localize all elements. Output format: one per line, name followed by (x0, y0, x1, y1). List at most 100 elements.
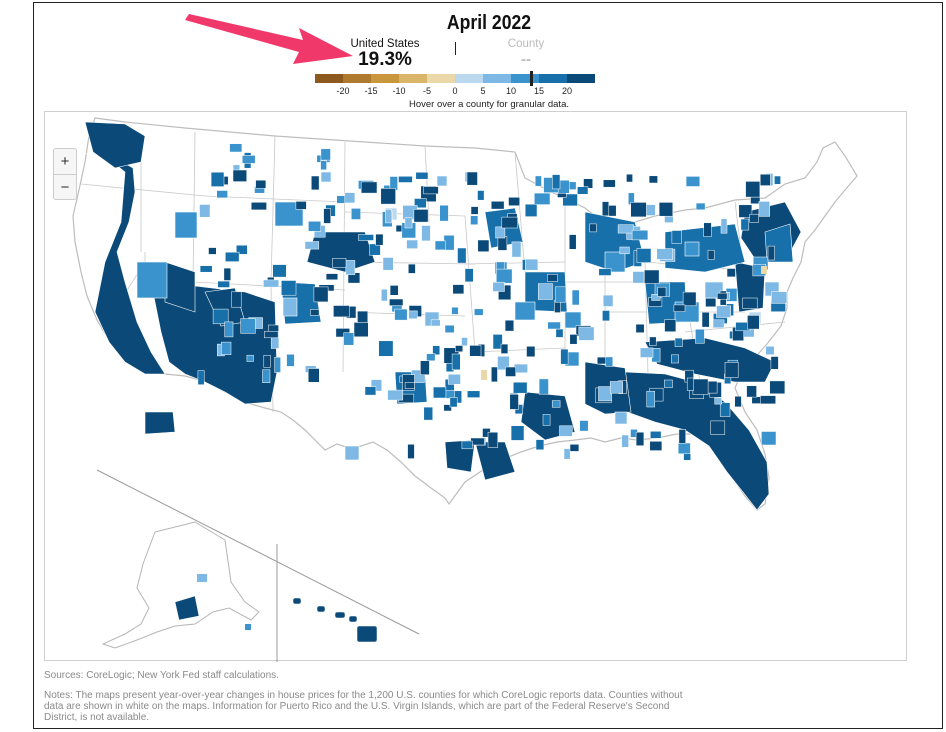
county-cell (720, 218, 728, 234)
county-cell (719, 402, 731, 417)
county-cell (351, 208, 361, 220)
county-cell (360, 181, 378, 194)
county-cell (421, 225, 431, 242)
county-cell (513, 363, 528, 374)
county-cell (742, 297, 758, 309)
county-cell (692, 378, 709, 395)
county-cell (381, 288, 388, 302)
county-cell (524, 203, 538, 217)
county-cell (535, 439, 545, 451)
county-cell (394, 308, 408, 321)
county-cell (716, 292, 728, 300)
county-cell (547, 321, 561, 330)
county-cell (415, 172, 429, 180)
county-cell (636, 248, 652, 263)
county-cell (357, 310, 369, 323)
county-cell (635, 431, 645, 446)
county-cell (703, 222, 712, 237)
county-cell (635, 323, 645, 333)
county-cluster-dark (150, 281, 278, 405)
county-cell (255, 179, 267, 189)
zoom-in-button[interactable]: + (60, 153, 70, 170)
county-cell (210, 171, 225, 187)
county-cell (771, 291, 788, 304)
county-cell (534, 175, 542, 187)
county-cell (740, 218, 750, 231)
county-cell (232, 169, 247, 182)
county-cell (767, 245, 775, 261)
county-cell (710, 420, 726, 435)
county-cell (505, 366, 516, 377)
county-cell (380, 188, 396, 205)
county-cell (513, 381, 528, 394)
county-cell (671, 230, 682, 244)
county-cell (714, 397, 722, 405)
county-cell (308, 221, 322, 232)
national-value: 19.3% (358, 49, 412, 70)
county-cell (563, 448, 571, 460)
county-cell (263, 355, 271, 368)
alaska-outline (101, 521, 260, 649)
inset-divider (96, 469, 420, 635)
county-cell (589, 223, 597, 233)
county-map[interactable] (45, 112, 908, 662)
county-cell (695, 202, 706, 211)
county-cell (568, 234, 577, 250)
county-cell (497, 356, 510, 371)
county-cell (712, 319, 725, 329)
county-cell (353, 322, 369, 338)
zoom-out-button[interactable]: − (54, 174, 76, 200)
county-cell (343, 332, 355, 346)
county-cell (602, 294, 614, 307)
county-cell (554, 286, 567, 303)
county-cell (657, 286, 667, 297)
county-cell (598, 386, 612, 402)
county-cell (569, 444, 580, 452)
county-cell (246, 354, 254, 362)
county-cell (304, 241, 320, 250)
county-cell (555, 328, 564, 338)
zoom-control: + − (53, 148, 77, 200)
county-cell (686, 377, 694, 391)
county-cell (571, 289, 580, 306)
map-area[interactable] (44, 111, 908, 662)
county-cluster-dark (74, 151, 166, 375)
county-cell (320, 148, 331, 161)
legend-tick-label: 20 (561, 86, 573, 96)
hawaii-island (316, 605, 326, 613)
county-cell (630, 202, 647, 218)
county-cell (369, 243, 381, 256)
county-cell (542, 414, 551, 426)
county-cluster-medium (684, 241, 700, 257)
county-cell (490, 201, 505, 210)
county-cell (407, 444, 415, 459)
county-cell (474, 308, 484, 316)
county-cell (609, 381, 623, 394)
national-label: United States (350, 38, 420, 50)
county-cell (223, 267, 232, 281)
county-cell (229, 143, 243, 153)
legend-swatch (567, 74, 595, 83)
notes-text: Notes: The maps present year-over-year c… (44, 690, 683, 723)
county-cell (404, 382, 415, 389)
county-cell (769, 380, 786, 395)
county-cell (295, 201, 307, 210)
county-cell (466, 171, 478, 186)
national-stat: United States 19.3% (344, 38, 426, 70)
legend-swatch (399, 74, 427, 83)
county-cell (617, 224, 634, 234)
county-stat: County -- (496, 38, 556, 70)
county-cell (414, 198, 427, 209)
county-cell (664, 379, 673, 388)
stat-divider (455, 42, 456, 55)
county-cell (447, 374, 461, 385)
hawaii-island (334, 611, 346, 619)
county-cell (439, 204, 449, 222)
county-cell (433, 386, 447, 399)
county-cell (677, 442, 691, 455)
county-cell (746, 385, 757, 398)
county-cell (404, 217, 413, 229)
legend-tick-label: -10 (392, 86, 406, 96)
county-cell (236, 244, 248, 255)
county-cell (526, 346, 536, 358)
